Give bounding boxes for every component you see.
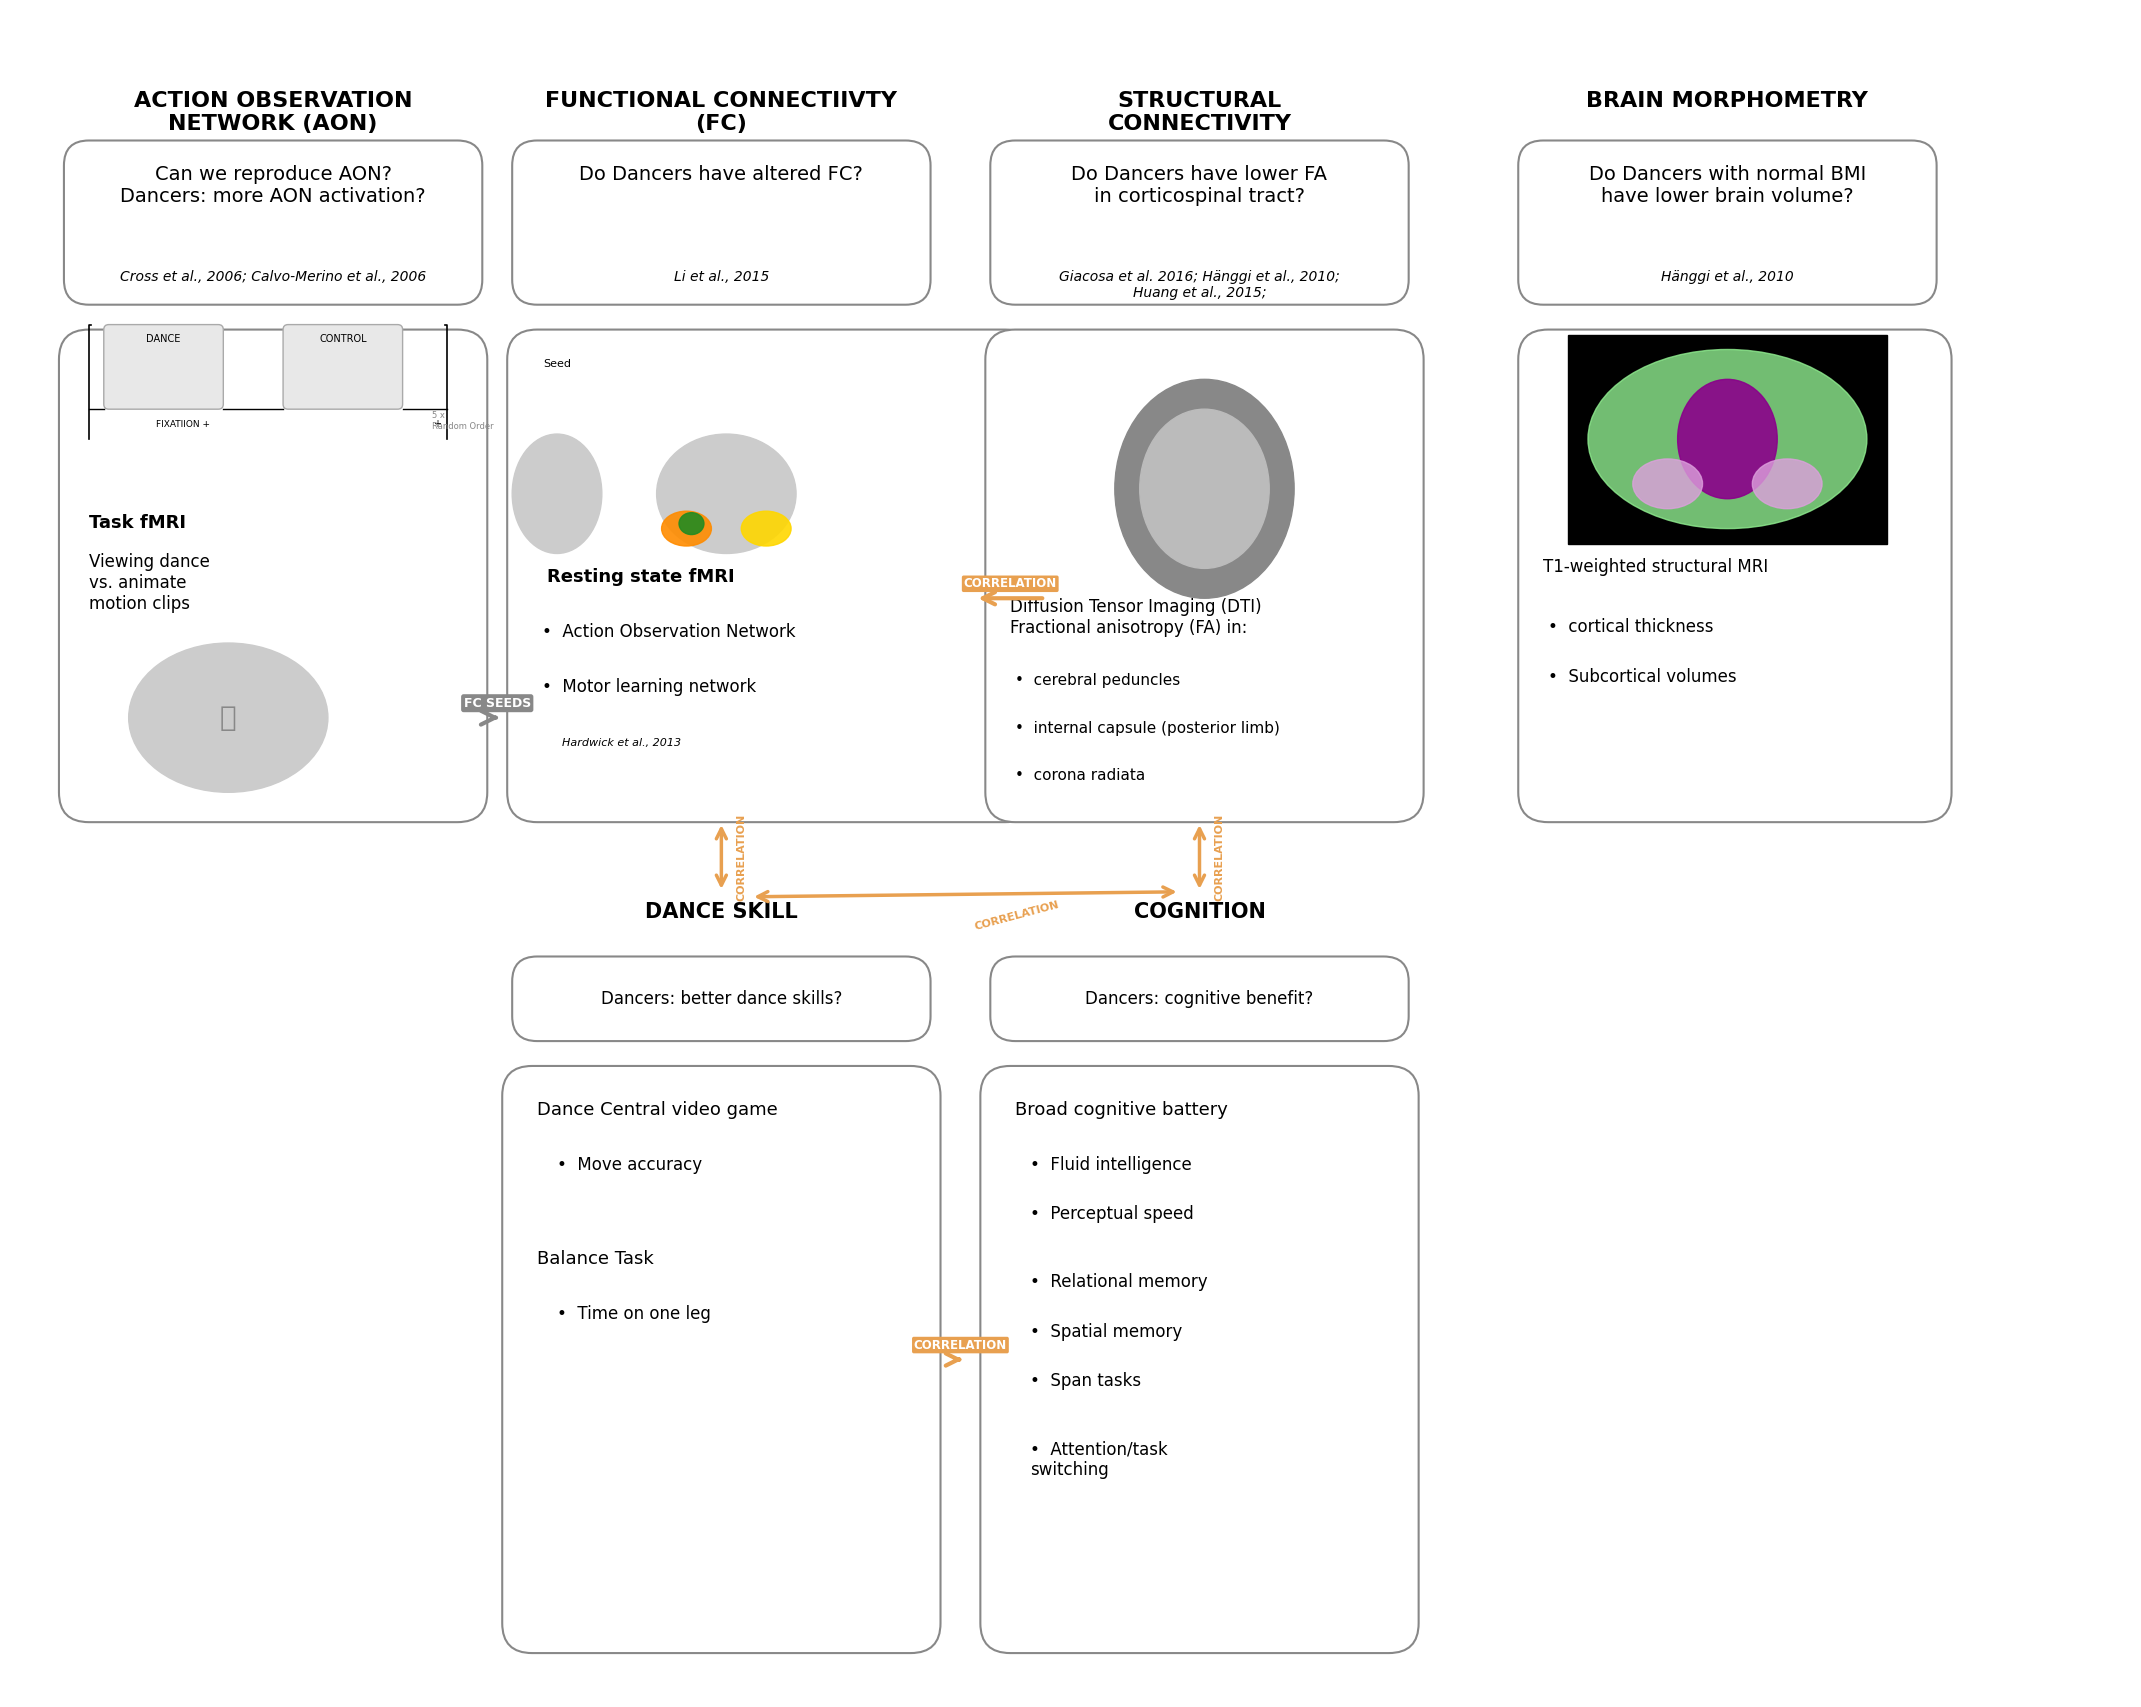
Text: Hardwick et al., 2013: Hardwick et al., 2013 <box>561 737 681 748</box>
FancyBboxPatch shape <box>109 335 218 408</box>
Text: 🧠: 🧠 <box>221 703 238 732</box>
Text: •  Subcortical volumes: • Subcortical volumes <box>1548 667 1736 686</box>
Text: FIXATIION +: FIXATIION + <box>156 420 210 428</box>
Text: Do Dancers with normal BMI
have lower brain volume?: Do Dancers with normal BMI have lower br… <box>1589 166 1867 207</box>
Text: Dancers: cognitive benefit?: Dancers: cognitive benefit? <box>1085 990 1315 1007</box>
Text: CORRELATION: CORRELATION <box>914 1338 1006 1352</box>
Ellipse shape <box>128 644 328 792</box>
Text: Cross et al., 2006; Calvo-Merino et al., 2006: Cross et al., 2006; Calvo-Merino et al.,… <box>120 270 426 283</box>
Ellipse shape <box>512 434 602 553</box>
Text: •  cerebral peduncles: • cerebral peduncles <box>1015 673 1180 688</box>
Text: Can we reproduce AON?
Dancers: more AON activation?: Can we reproduce AON? Dancers: more AON … <box>120 166 426 207</box>
Text: •  Perceptual speed: • Perceptual speed <box>1030 1205 1195 1224</box>
Text: Balance Task: Balance Task <box>537 1250 653 1268</box>
Text: Dancers: better dance skills?: Dancers: better dance skills? <box>602 990 841 1007</box>
Text: Seed: Seed <box>544 360 572 369</box>
FancyBboxPatch shape <box>981 1065 1419 1652</box>
Text: Diffusion Tensor Imaging (DTI)
Fractional anisotropy (FA) in:: Diffusion Tensor Imaging (DTI) Fractiona… <box>1011 597 1261 637</box>
Text: •  Motor learning network: • Motor learning network <box>542 678 756 696</box>
Ellipse shape <box>1679 379 1777 498</box>
Text: CORRELATION: CORRELATION <box>1214 813 1225 901</box>
Text: Do Dancers have lower FA
in corticospinal tract?: Do Dancers have lower FA in corticospina… <box>1070 166 1327 207</box>
Text: Li et al., 2015: Li et al., 2015 <box>674 270 769 283</box>
Text: +: + <box>432 420 441 428</box>
Text: •  Time on one leg: • Time on one leg <box>557 1304 711 1323</box>
FancyBboxPatch shape <box>283 324 403 410</box>
Text: Broad cognitive battery: Broad cognitive battery <box>1015 1101 1229 1118</box>
Text: FC SEEDS: FC SEEDS <box>465 696 531 710</box>
Text: •  Span tasks: • Span tasks <box>1030 1372 1141 1391</box>
Text: •  Relational memory: • Relational memory <box>1030 1273 1208 1290</box>
FancyBboxPatch shape <box>1518 329 1953 823</box>
Ellipse shape <box>662 510 711 546</box>
Text: •  Fluid intelligence: • Fluid intelligence <box>1030 1156 1193 1173</box>
Ellipse shape <box>679 512 704 534</box>
FancyBboxPatch shape <box>103 324 223 410</box>
Text: CORRELATION: CORRELATION <box>737 813 747 901</box>
FancyBboxPatch shape <box>289 335 398 408</box>
FancyBboxPatch shape <box>503 1065 940 1652</box>
FancyBboxPatch shape <box>507 329 1034 823</box>
FancyBboxPatch shape <box>60 329 488 823</box>
Text: •  Action Observation Network: • Action Observation Network <box>542 623 796 642</box>
Ellipse shape <box>657 434 796 553</box>
Ellipse shape <box>1589 350 1867 529</box>
FancyBboxPatch shape <box>991 956 1409 1041</box>
Text: CORRELATION: CORRELATION <box>963 577 1058 591</box>
Text: T1-weighted structural MRI: T1-weighted structural MRI <box>1544 558 1768 577</box>
Text: 5 x
Random Order: 5 x Random Order <box>432 411 495 430</box>
FancyBboxPatch shape <box>512 956 931 1041</box>
Text: Do Dancers have altered FC?: Do Dancers have altered FC? <box>580 166 863 184</box>
Text: •  Spatial memory: • Spatial memory <box>1030 1323 1182 1340</box>
Text: Viewing dance
vs. animate
motion clips: Viewing dance vs. animate motion clips <box>88 553 210 613</box>
Bar <box>1567 335 1886 543</box>
Text: •  internal capsule (posterior limb): • internal capsule (posterior limb) <box>1015 720 1280 736</box>
Text: BRAIN MORPHOMETRY: BRAIN MORPHOMETRY <box>1586 90 1869 111</box>
Ellipse shape <box>1751 459 1822 509</box>
Text: Task fMRI: Task fMRI <box>88 514 186 531</box>
Text: CORRELATION: CORRELATION <box>974 900 1060 932</box>
FancyBboxPatch shape <box>985 329 1424 823</box>
Text: FUNCTIONAL CONNECTIIVTY
(FC): FUNCTIONAL CONNECTIIVTY (FC) <box>546 90 897 133</box>
FancyBboxPatch shape <box>1518 140 1938 304</box>
FancyBboxPatch shape <box>991 140 1409 304</box>
Text: •  corona radiata: • corona radiata <box>1015 768 1145 784</box>
Text: Hänggi et al., 2010: Hänggi et al., 2010 <box>1661 270 1794 283</box>
Ellipse shape <box>1115 379 1293 597</box>
Text: STRUCTURAL
CONNECTIVITY: STRUCTURAL CONNECTIVITY <box>1107 90 1291 133</box>
Text: •  Attention/task
switching: • Attention/task switching <box>1030 1441 1167 1478</box>
Text: Resting state fMRI: Resting state fMRI <box>548 568 734 587</box>
FancyBboxPatch shape <box>512 140 931 304</box>
Ellipse shape <box>1634 459 1702 509</box>
FancyBboxPatch shape <box>64 140 482 304</box>
Text: ACTION OBSERVATION
NETWORK (AON): ACTION OBSERVATION NETWORK (AON) <box>135 90 413 133</box>
Text: DANCE SKILL: DANCE SKILL <box>644 901 799 922</box>
Text: Dance Central video game: Dance Central video game <box>537 1101 777 1118</box>
Text: DANCE: DANCE <box>146 335 180 345</box>
Text: Giacosa et al. 2016; Hänggi et al., 2010;
Huang et al., 2015;: Giacosa et al. 2016; Hänggi et al., 2010… <box>1060 270 1340 300</box>
Text: COGNITION: COGNITION <box>1133 901 1265 922</box>
Text: •  Move accuracy: • Move accuracy <box>557 1156 702 1173</box>
Text: CONTROL: CONTROL <box>319 335 366 345</box>
Text: •  cortical thickness: • cortical thickness <box>1548 618 1713 637</box>
Ellipse shape <box>1139 410 1270 568</box>
Ellipse shape <box>741 510 790 546</box>
